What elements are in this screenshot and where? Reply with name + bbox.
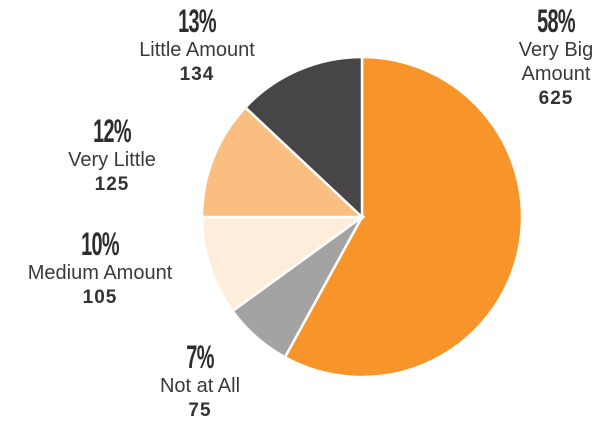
percent-label: 10% [81,226,119,262]
count-label: 75 [188,400,212,421]
category-label: Not at All [159,375,241,397]
percent-label: 7% [186,339,214,375]
category-label: Little Amount [139,39,255,61]
slice-label: 7% Not at All 75 [120,340,280,424]
count-label: 125 [94,174,130,195]
slice-label: 12% Very Little 125 [32,114,192,198]
count-label: 625 [538,88,574,109]
percent-label: 12% [93,113,131,149]
count-label: 105 [82,287,118,308]
pie-slice [200,105,366,219]
percent-label: 13% [178,3,216,39]
count-label: 134 [179,64,215,85]
slice-label: 10% Medium Amount 105 [0,227,200,311]
pie-slice [200,215,366,313]
percent-label: 58% [537,3,575,39]
category-label: Very Big Amount [518,39,594,85]
pie-slice [283,55,524,379]
pie-slice [243,55,364,220]
slice-label: 58% Very Big Amount 625 [506,4,606,112]
slice-label: 13% Little Amount 134 [107,4,287,88]
category-label: Very Little [68,149,156,171]
category-label: Medium Amount [27,262,173,284]
